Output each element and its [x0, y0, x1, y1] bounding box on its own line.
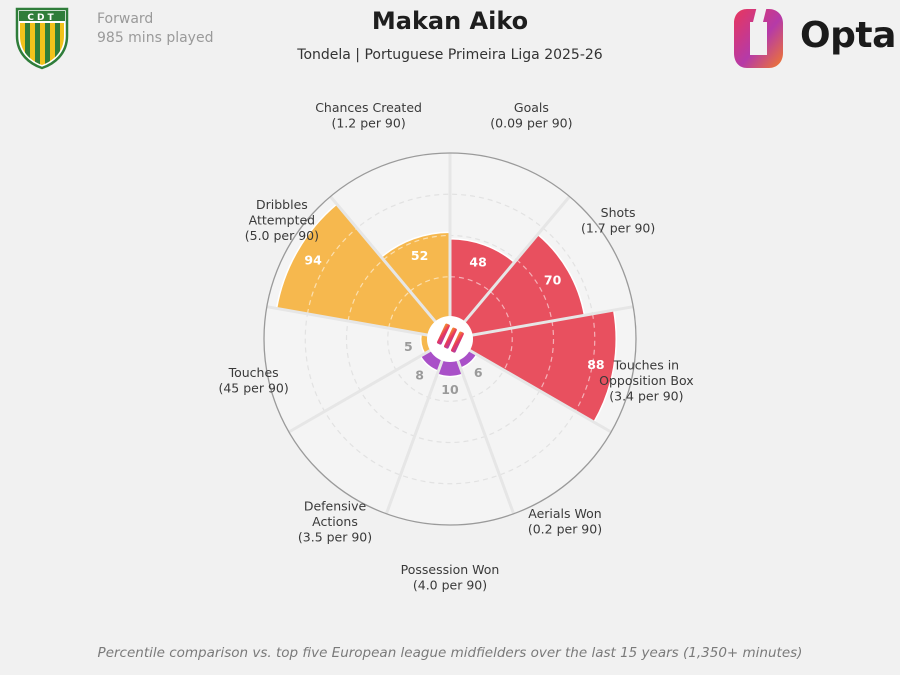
- opta-logo-icon: [734, 9, 783, 68]
- value-label: 6: [474, 365, 483, 380]
- category-name: Shots: [601, 205, 636, 220]
- value-label: 88: [587, 357, 604, 372]
- bar-grid-ring: [489, 290, 512, 329]
- category-name: Possession Won: [401, 562, 500, 577]
- category-value: (3.4 per 90): [609, 388, 683, 403]
- category-value: (45 per 90): [218, 381, 288, 396]
- bar-grid-ring: [347, 259, 384, 322]
- category-name: Goals: [514, 100, 549, 115]
- category-value: (5.0 per 90): [245, 228, 319, 243]
- bar-grid-ring: [574, 313, 596, 412]
- category-value: (0.2 per 90): [528, 522, 602, 537]
- category-name: Opposition Box: [599, 373, 694, 388]
- bar-grid-ring: [539, 320, 555, 392]
- bar-grid-ring: [449, 276, 491, 292]
- value-label: 94: [304, 252, 322, 267]
- bar-grid-ring: [383, 234, 451, 261]
- player-meta: Forward 985 mins played: [97, 10, 213, 48]
- bar-grid-ring: [306, 227, 358, 314]
- category-label-shots: Shots(1.7 per 90): [581, 205, 655, 236]
- spoke-line: [384, 358, 445, 515]
- category-value: (1.7 per 90): [581, 220, 655, 235]
- outer-ring: [263, 152, 637, 526]
- category-label-chances-created: Chances Created(1.2 per 90): [315, 100, 422, 130]
- bar-grid-ring: [388, 290, 411, 329]
- value-label: 70: [544, 272, 562, 287]
- category-label-touches: Touches(45 per 90): [218, 365, 288, 396]
- opta-mark-icon: [437, 323, 464, 353]
- bar-grid-ring: [409, 276, 451, 292]
- category-name: Touches: [228, 365, 279, 380]
- value-label: 8: [415, 368, 424, 383]
- minutes-played: 985 mins played: [97, 30, 214, 46]
- footnote: Percentile comparison vs. top five Europ…: [97, 645, 803, 661]
- spoke-line: [462, 195, 571, 324]
- spoke-line: [467, 348, 612, 434]
- category-name: Aerials Won: [528, 506, 601, 521]
- category-label-aerials-won: Aerials Won(0.2 per 90): [528, 506, 602, 537]
- page-subtitle: Tondela | Portuguese Primeira Liga 2025-…: [297, 47, 603, 63]
- category-name: Dribbles: [256, 197, 308, 212]
- crest-lettering: CDT: [27, 13, 56, 23]
- value-label: 52: [411, 248, 428, 263]
- value-label: 48: [469, 254, 486, 269]
- category-value: (3.5 per 90): [298, 529, 372, 544]
- category-name: Actions: [312, 514, 358, 529]
- category-value: (1.2 per 90): [331, 116, 405, 131]
- page-title: Makan Aiko: [371, 7, 529, 35]
- spoke-line: [288, 348, 433, 434]
- spoke-line: [266, 305, 430, 337]
- category-name: Defensive: [304, 498, 367, 513]
- player-position: Forward: [97, 11, 154, 27]
- category-value: (4.0 per 90): [413, 577, 487, 592]
- category-label-goals: Goals(0.09 per 90): [490, 100, 572, 130]
- value-label: 10: [441, 382, 459, 397]
- category-value: (0.09 per 90): [490, 116, 572, 131]
- category-name: Chances Created: [315, 100, 422, 115]
- spoke-line: [329, 195, 438, 324]
- bar-grid-ring: [503, 328, 513, 371]
- brand-name: Opta: [800, 15, 896, 56]
- category-name: Attempted: [249, 213, 315, 228]
- club-crest-icon: CDT: [15, 7, 69, 70]
- value-label: 5: [404, 339, 413, 354]
- category-label-possession-won: Possession Won(4.0 per 90): [401, 562, 500, 593]
- category-name: Touches in: [613, 357, 679, 372]
- spoke-line: [455, 358, 516, 515]
- bar-grid-ring: [516, 259, 553, 322]
- spoke-line: [470, 305, 634, 337]
